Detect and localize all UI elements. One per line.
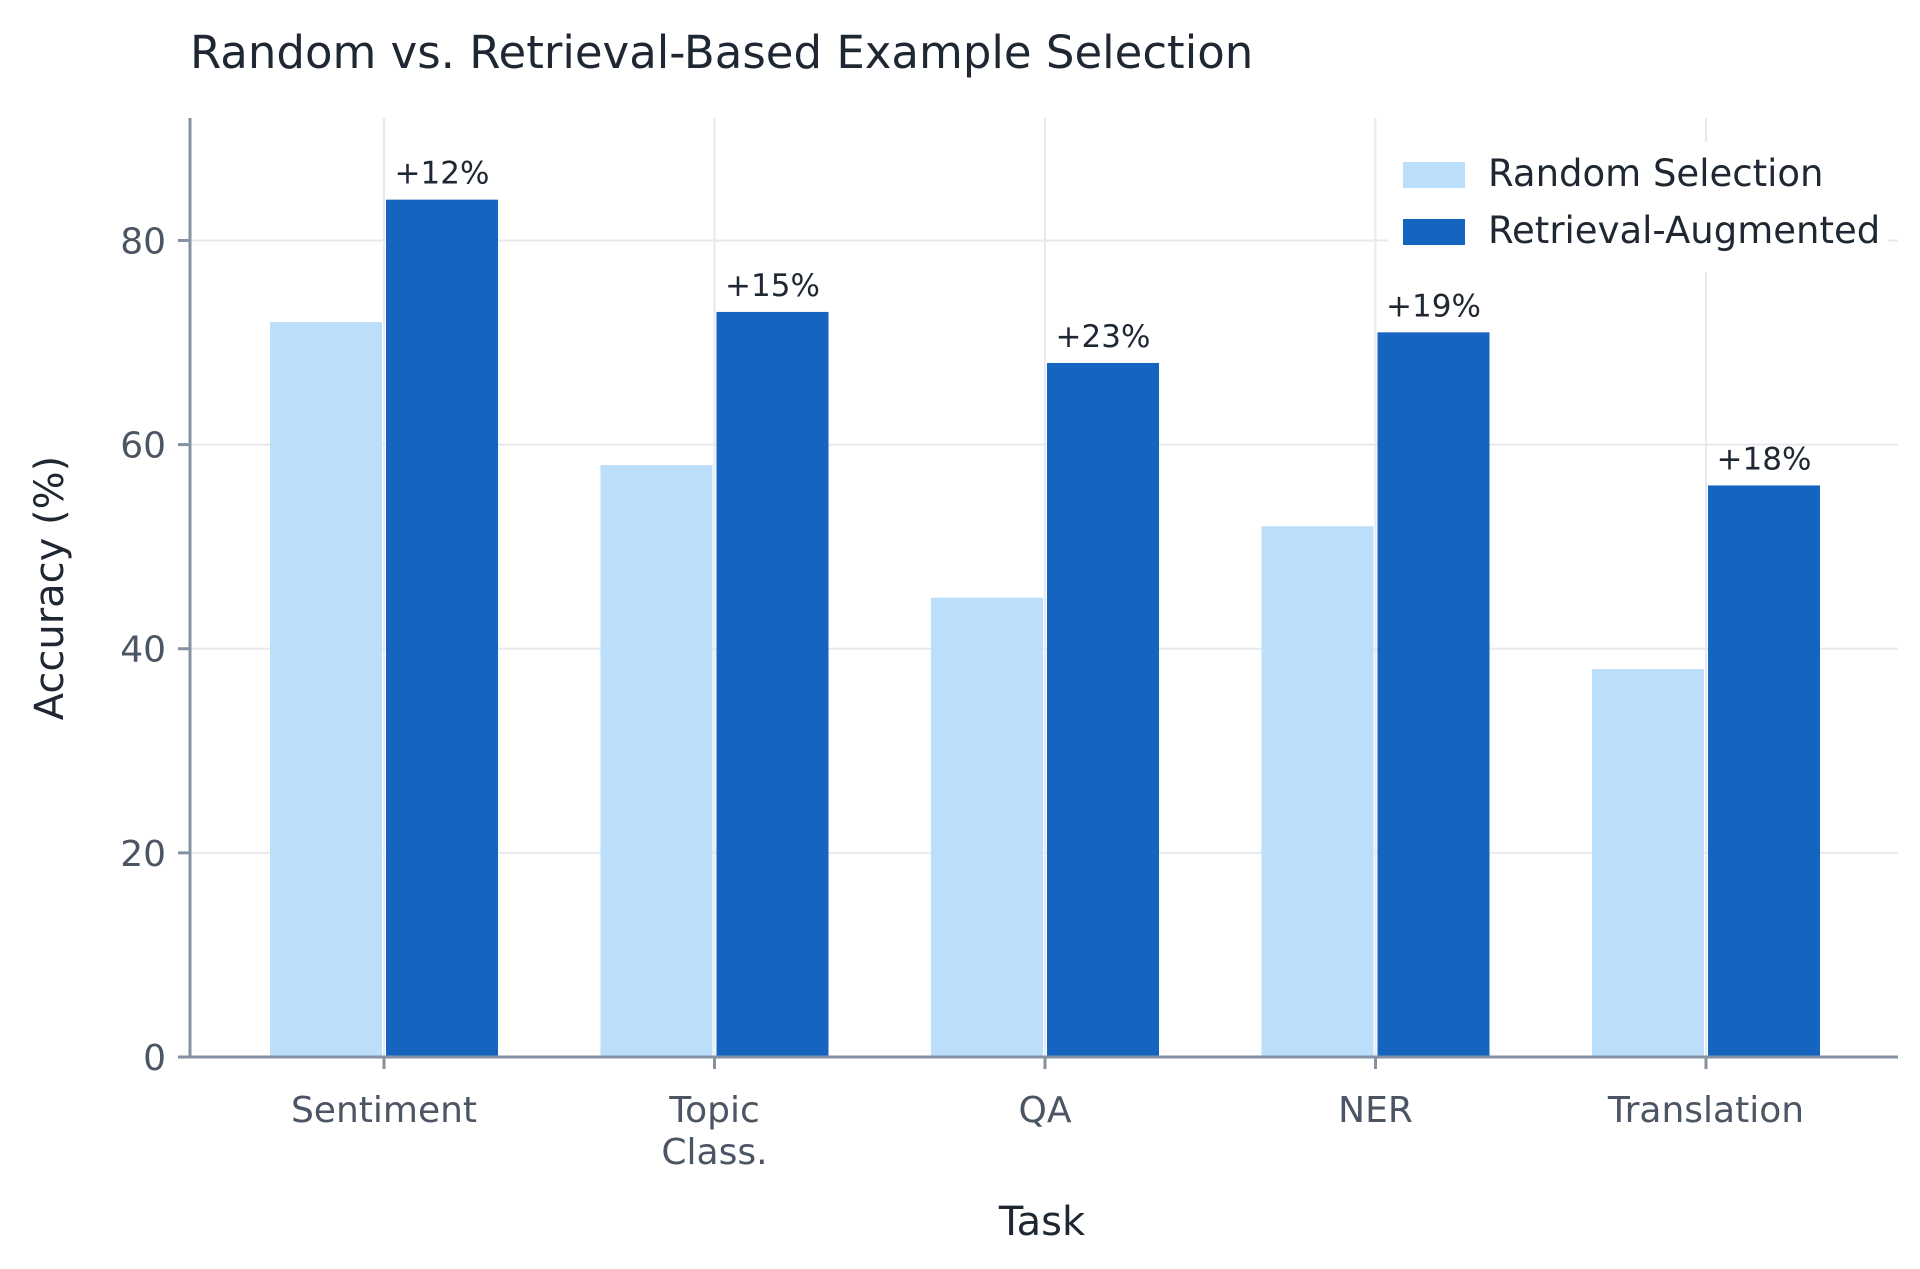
y-tick-label: 80 [120,221,166,262]
bar-random-selection-4 [1592,669,1704,1057]
chart-title: Random vs. Retrieval-Based Example Selec… [190,26,1253,79]
y-tick-label: 40 [120,630,166,671]
bar-random-selection-2 [931,597,1043,1057]
x-tick-label-3: NER [1338,1090,1413,1131]
legend-swatch-retrieval-augmented [1403,219,1465,245]
x-tick-label-line: Translation [1607,1090,1804,1131]
x-tick-label-line: Sentiment [291,1090,477,1131]
y-tick-label: 20 [120,834,166,875]
bar-annotation-4: +18% [1717,441,1812,477]
axes [178,118,1898,1069]
x-axis-label: Task [998,1199,1086,1245]
bar-annotation-2: +23% [1056,319,1151,355]
legend-swatch-random-selection [1403,162,1465,188]
bar-random-selection-0 [270,322,382,1057]
x-tick-label-line: QA [1019,1090,1072,1131]
bar-retrieval-augmented-4 [1708,485,1820,1057]
legend: Random Selection Retrieval-Augmented [1388,142,1888,272]
bar-annotation-3: +19% [1386,288,1481,324]
legend-label-random-selection: Random Selection [1488,152,1823,195]
legend-background [1388,142,1888,272]
bar-retrieval-augmented-2 [1047,362,1159,1057]
y-tick-label: 0 [143,1038,166,1079]
bar-annotation-0: +12% [395,156,490,192]
y-tick-label: 60 [120,426,166,467]
x-tick-label-0: Sentiment [291,1090,477,1131]
data-labels: +12% +15% +23% +19% +18% [395,156,1812,478]
x-tick-label-1: Topic Class. [661,1090,767,1173]
x-tick-label-line: Class. [661,1132,767,1173]
x-tick-label-2: QA [1019,1090,1072,1131]
x-tick-labels: Sentiment Topic Class. QA NER Translation [291,1090,1804,1173]
bar-random-selection-3 [1261,526,1374,1057]
x-tick-label-line: NER [1338,1090,1413,1131]
legend-label-retrieval-augmented: Retrieval-Augmented [1488,209,1880,252]
x-tick-label-line: Topic [668,1090,760,1131]
bar-annotation-1: +15% [725,268,820,304]
bar-random-selection-1 [600,465,713,1057]
y-axis-label: Accuracy (%) [27,456,73,721]
bar-retrieval-augmented-0 [386,199,498,1058]
y-tick-labels: 0 20 40 60 80 [120,221,166,1079]
bar-retrieval-augmented-1 [716,311,829,1057]
bars [270,199,1820,1058]
bar-retrieval-augmented-3 [1377,332,1490,1058]
x-tick-label-4: Translation [1607,1090,1804,1131]
